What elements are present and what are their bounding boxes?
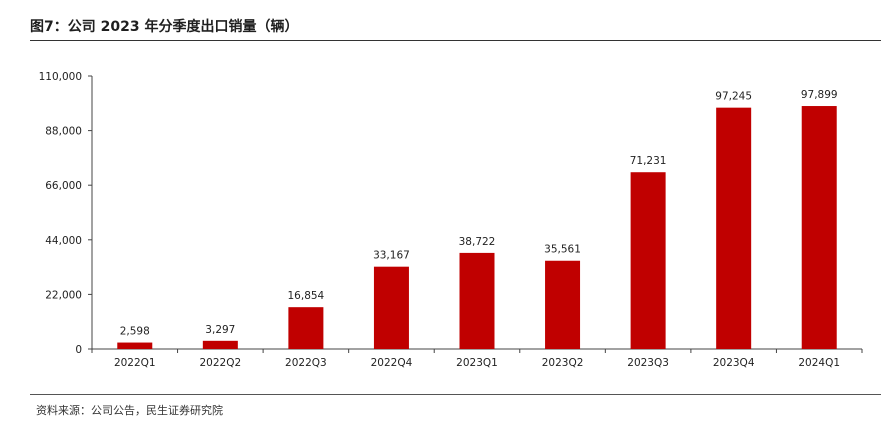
x-tick-label: 2023Q2 [542, 357, 584, 369]
data-label: 97,899 [801, 89, 838, 101]
footer-divider [30, 394, 881, 395]
y-tick-label: 66,000 [45, 180, 82, 192]
x-tick-label: 2024Q1 [798, 357, 840, 369]
y-tick-label: 0 [75, 344, 82, 356]
bar [373, 266, 409, 349]
data-label: 16,854 [288, 290, 325, 302]
bar [630, 172, 666, 349]
chart-title: 图7：公司 2023 年分季度出口销量（辆） [30, 19, 299, 35]
data-label: 3,297 [205, 324, 235, 336]
data-label: 71,231 [630, 155, 667, 167]
title-divider [30, 40, 881, 41]
x-tick-label: 2022Q2 [199, 357, 241, 369]
y-tick-label: 44,000 [45, 235, 82, 247]
bar [716, 107, 752, 349]
data-label: 33,167 [373, 250, 410, 262]
data-label: 38,722 [459, 236, 496, 248]
x-tick-label: 2023Q1 [456, 357, 498, 369]
x-tick-label: 2023Q3 [627, 357, 669, 369]
x-tick-label: 2022Q4 [371, 357, 413, 369]
data-label: 35,561 [544, 244, 581, 256]
bar [117, 342, 153, 349]
data-label: 97,245 [715, 91, 752, 103]
x-tick-label: 2022Q3 [285, 357, 327, 369]
y-tick-label: 22,000 [45, 289, 82, 301]
bar [288, 307, 324, 349]
bar [545, 260, 581, 349]
source-note: 资料来源：公司公告，民生证券研究院 [36, 404, 223, 417]
bar [801, 106, 837, 350]
x-tick-label: 2022Q1 [114, 357, 156, 369]
y-tick-label: 88,000 [45, 126, 82, 138]
data-label: 2,598 [120, 326, 150, 338]
bar [459, 252, 495, 349]
y-tick-label: 110,000 [39, 71, 82, 83]
x-tick-label: 2023Q4 [713, 357, 755, 369]
bar [202, 340, 238, 349]
